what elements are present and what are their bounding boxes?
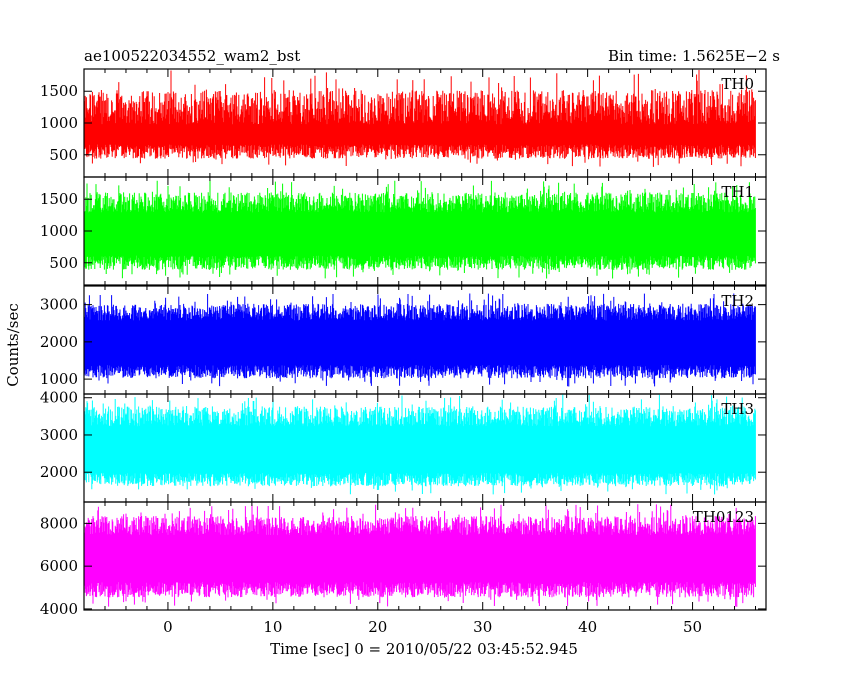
x-tick-label: 30: [473, 618, 492, 636]
y-tick-label: 3000: [40, 426, 78, 444]
series-th1: [84, 180, 756, 279]
panel-label: TH1: [721, 183, 754, 201]
series-th3: [84, 394, 756, 495]
x-tick-label: 50: [683, 618, 702, 636]
y-tick-label: 2000: [40, 463, 78, 481]
panel-th2: 1000 2000 3000 TH2: [40, 285, 767, 395]
y-tick-label: 500: [49, 146, 78, 164]
panel-th1: 500 1000 1500 TH1: [40, 176, 767, 286]
series-th0: [84, 69, 756, 167]
x-tick-label: 40: [578, 618, 597, 636]
y-tick-label: 1000: [40, 370, 78, 388]
x-axis-label: Time [sec] 0 = 2010/05/22 03:45:52.945: [270, 640, 578, 658]
x-tick-label: 10: [263, 618, 282, 636]
y-tick-label: 6000: [40, 557, 78, 575]
series-th2: [84, 293, 756, 387]
y-tick-label: 4000: [40, 389, 78, 407]
bin-time-label: Bin time: 1.5625E−2 s: [608, 47, 780, 65]
panel-label: TH2: [721, 292, 754, 310]
y-tick-label: 1000: [40, 114, 78, 132]
y-tick-label: 1500: [40, 82, 78, 100]
y-tick-label: 8000: [40, 514, 78, 532]
panel-label: TH0123: [693, 508, 754, 526]
panel-label: TH3: [721, 400, 754, 418]
y-tick-label: 2000: [40, 333, 78, 351]
panel-th0: 500 1000 1500 TH0: [40, 68, 767, 178]
x-tick-label: 0: [163, 618, 173, 636]
y-tick-label: 1000: [40, 222, 78, 240]
panel-label: TH0: [721, 75, 754, 93]
chart-title: ae100522034552_wam2_bst: [84, 47, 300, 65]
x-tick-label: 20: [368, 618, 387, 636]
panel-th3: 2000 3000 4000 TH3: [40, 389, 767, 503]
y-tick-label: 1500: [40, 190, 78, 208]
y-axis-label: Counts/sec: [4, 303, 22, 387]
panel-th0123: 4000 6000 8000 TH0123 0 10 20 30 40 50: [40, 501, 767, 636]
y-tick-label: 3000: [40, 296, 78, 314]
y-tick-label: 500: [49, 254, 78, 272]
series-th0123: [84, 504, 756, 607]
panel-frame: [83, 501, 767, 611]
y-tick-label: 4000: [40, 600, 78, 618]
